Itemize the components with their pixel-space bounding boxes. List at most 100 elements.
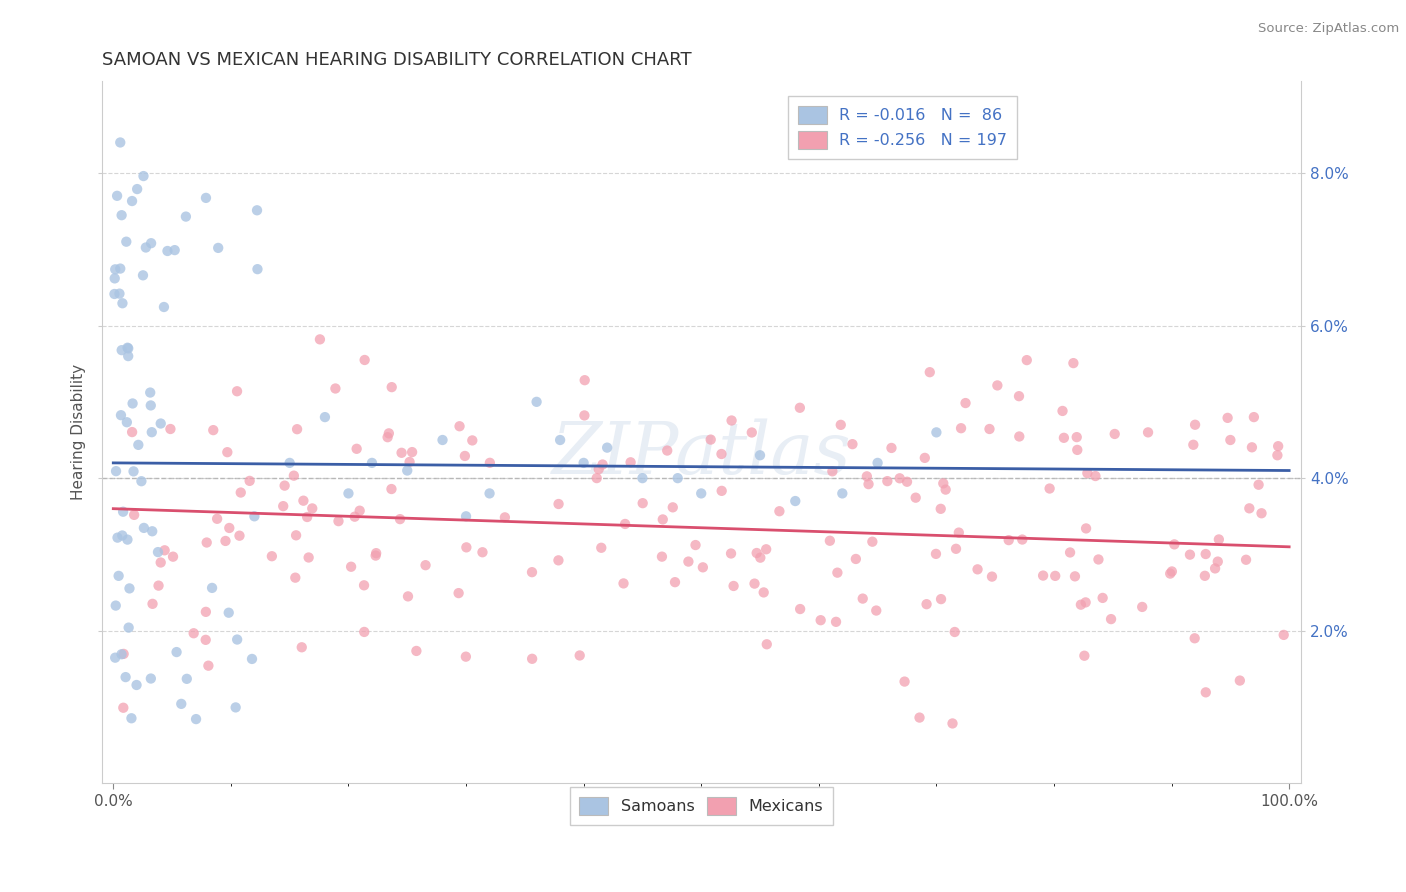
Point [141, 425, 163, 440]
Point [821, 464, 844, 478]
Point [391, 446, 413, 460]
Point [159, 422, 181, 436]
Point [572, 456, 595, 470]
Point [1184, 417, 1206, 432]
Point [860, 534, 883, 549]
Point [1070, 598, 1092, 612]
Point [1032, 568, 1054, 582]
Point [1045, 569, 1067, 583]
Point [614, 516, 637, 531]
Point [380, 482, 402, 496]
Point [929, 501, 952, 516]
Point [454, 509, 477, 524]
Point [880, 441, 903, 455]
Y-axis label: Hearing Disability: Hearing Disability [72, 364, 86, 500]
Point [1267, 448, 1289, 462]
Point [1204, 561, 1226, 575]
Point [415, 558, 437, 573]
Point [218, 521, 240, 535]
Point [117, 533, 139, 547]
Point [118, 582, 141, 596]
Point [1064, 569, 1087, 583]
Point [361, 456, 384, 470]
Point [1178, 548, 1201, 562]
Point [378, 426, 401, 441]
Point [789, 602, 811, 616]
Point [110, 261, 132, 276]
Point [273, 478, 295, 492]
Point [122, 464, 145, 478]
Point [1008, 429, 1031, 443]
Point [1130, 599, 1153, 614]
Point [201, 581, 224, 595]
Point [651, 549, 673, 564]
Point [986, 378, 1008, 392]
Point [1240, 440, 1263, 454]
Point [353, 578, 375, 592]
Point [107, 569, 129, 583]
Point [125, 678, 148, 692]
Point [291, 640, 314, 655]
Point [755, 542, 778, 557]
Point [896, 475, 918, 489]
Point [1247, 477, 1270, 491]
Point [752, 585, 775, 599]
Text: ZIPatlas: ZIPatlas [551, 418, 851, 489]
Point [866, 456, 889, 470]
Point [121, 425, 143, 439]
Point [132, 268, 155, 283]
Point [141, 597, 163, 611]
Point [1076, 466, 1098, 480]
Point [785, 494, 807, 508]
Point [810, 613, 832, 627]
Point [741, 425, 763, 440]
Point [845, 552, 868, 566]
Point [720, 547, 742, 561]
Point [925, 425, 948, 440]
Point [918, 365, 941, 379]
Point [789, 401, 811, 415]
Point [620, 455, 643, 469]
Point [935, 483, 957, 497]
Point [389, 512, 412, 526]
Point [105, 464, 128, 478]
Point [166, 645, 188, 659]
Point [111, 528, 134, 542]
Point [1099, 612, 1122, 626]
Point [343, 509, 366, 524]
Point [574, 409, 596, 423]
Legend: Samoans, Mexicans: Samoans, Mexicans [569, 787, 832, 824]
Point [207, 241, 229, 255]
Point [148, 579, 170, 593]
Point [284, 571, 307, 585]
Point [243, 509, 266, 524]
Point [1039, 482, 1062, 496]
Point [353, 624, 375, 639]
Point [115, 415, 138, 429]
Point [1091, 591, 1114, 605]
Point [114, 670, 136, 684]
Point [260, 549, 283, 564]
Point [723, 579, 745, 593]
Point [494, 510, 516, 524]
Point [1160, 565, 1182, 579]
Point [461, 434, 484, 448]
Point [132, 521, 155, 535]
Point [1219, 433, 1241, 447]
Point [1267, 439, 1289, 453]
Point [520, 652, 543, 666]
Point [449, 419, 471, 434]
Point [194, 605, 217, 619]
Point [955, 396, 977, 410]
Point [149, 417, 172, 431]
Point [153, 300, 176, 314]
Point [830, 417, 852, 432]
Point [908, 710, 931, 724]
Point [948, 525, 970, 540]
Point [104, 650, 127, 665]
Point [749, 550, 772, 565]
Point [981, 569, 1004, 583]
Point [685, 538, 707, 552]
Point [592, 458, 614, 472]
Point [1250, 506, 1272, 520]
